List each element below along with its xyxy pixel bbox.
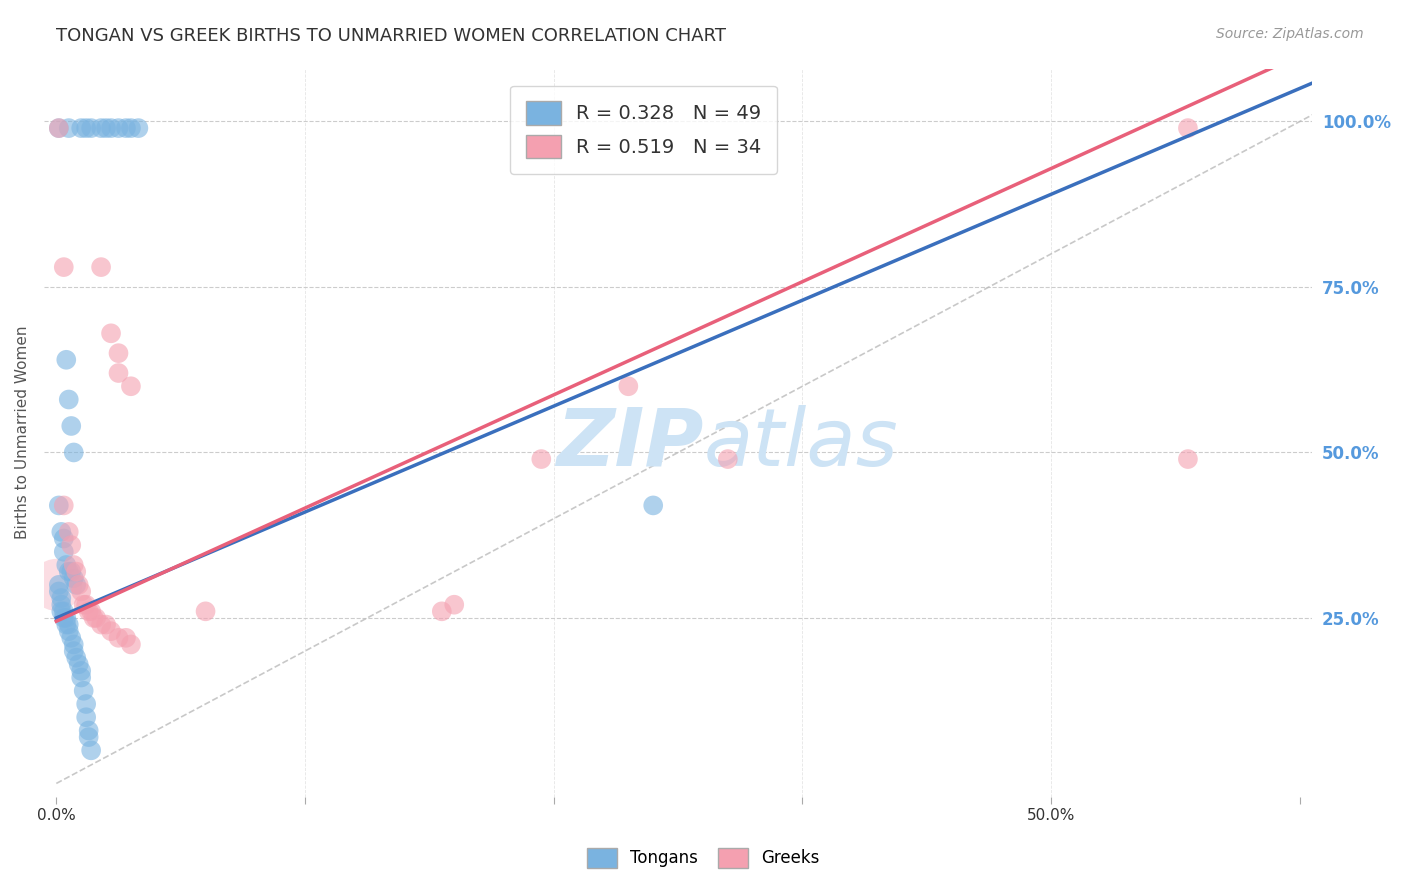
Point [55, 558, 77, 572]
Point [65, 578, 87, 592]
Point [51, 598, 73, 612]
Point [48, 578, 70, 592]
Point [120, 379, 142, 393]
Text: ZIP: ZIP [557, 404, 703, 483]
Point [115, 631, 138, 645]
Point [60, 538, 83, 552]
Point [58, 624, 80, 639]
Point [55, 617, 77, 632]
Point [51, 524, 73, 539]
Legend: Tongans, Greeks: Tongans, Greeks [579, 841, 827, 875]
Point [48, 121, 70, 136]
Point [58, 392, 80, 407]
Point [48, 121, 70, 136]
Text: Source: ZipAtlas.com: Source: ZipAtlas.com [1216, 27, 1364, 41]
Point [60, 565, 83, 579]
Point [65, 650, 87, 665]
Point [58, 617, 80, 632]
Point [80, 604, 103, 618]
Text: atlas: atlas [703, 404, 898, 483]
Point [90, 121, 112, 136]
Point [67, 657, 90, 672]
Point [127, 121, 149, 136]
Point [62, 637, 84, 651]
Point [80, 743, 103, 757]
Point [617, 379, 640, 393]
Legend: R = 0.328   N = 49, R = 0.519   N = 34: R = 0.328 N = 49, R = 0.519 N = 34 [510, 86, 778, 174]
Point [52, 532, 75, 546]
Point [94, 121, 117, 136]
Point [52, 604, 75, 618]
Point [58, 565, 80, 579]
Point [70, 671, 93, 685]
Point [107, 631, 129, 645]
Point [430, 604, 453, 618]
Point [94, 617, 117, 632]
Point [100, 624, 122, 639]
Point [75, 697, 97, 711]
Point [194, 604, 217, 618]
Point [55, 352, 77, 367]
Point [120, 637, 142, 651]
Point [73, 683, 96, 698]
Point [120, 121, 142, 136]
Point [90, 260, 112, 274]
Point [77, 604, 100, 618]
Text: TONGAN VS GREEK BIRTHS TO UNMARRIED WOMEN CORRELATION CHART: TONGAN VS GREEK BIRTHS TO UNMARRIED WOME… [56, 27, 727, 45]
Point [90, 617, 112, 632]
Point [107, 346, 129, 360]
Y-axis label: Births to Unmarried Women: Births to Unmarried Women [15, 326, 30, 540]
Point [52, 545, 75, 559]
Point [62, 558, 84, 572]
Point [77, 730, 100, 744]
Point [1177, 121, 1199, 136]
Point [45, 578, 67, 592]
Point [67, 578, 90, 592]
Point [51, 604, 73, 618]
Point [643, 499, 665, 513]
Point [51, 591, 73, 606]
Point [717, 452, 740, 467]
Point [48, 499, 70, 513]
Point [115, 121, 138, 136]
Point [77, 723, 100, 738]
Point [60, 419, 83, 434]
Point [65, 565, 87, 579]
Point [75, 710, 97, 724]
Point [52, 611, 75, 625]
Point [70, 121, 93, 136]
Point [58, 121, 80, 136]
Point [75, 121, 97, 136]
Point [48, 584, 70, 599]
Point [80, 121, 103, 136]
Point [70, 664, 93, 678]
Point [62, 445, 84, 459]
Point [84, 611, 107, 625]
Point [100, 121, 122, 136]
Point [62, 571, 84, 585]
Point [62, 644, 84, 658]
Point [52, 260, 75, 274]
Point [58, 524, 80, 539]
Point [55, 611, 77, 625]
Point [75, 598, 97, 612]
Point [70, 584, 93, 599]
Point [443, 598, 465, 612]
Point [100, 326, 122, 341]
Point [530, 452, 553, 467]
Point [107, 121, 129, 136]
Point [83, 611, 105, 625]
Point [73, 598, 96, 612]
Point [1177, 452, 1199, 467]
Point [52, 499, 75, 513]
Point [107, 366, 129, 380]
Point [60, 631, 83, 645]
